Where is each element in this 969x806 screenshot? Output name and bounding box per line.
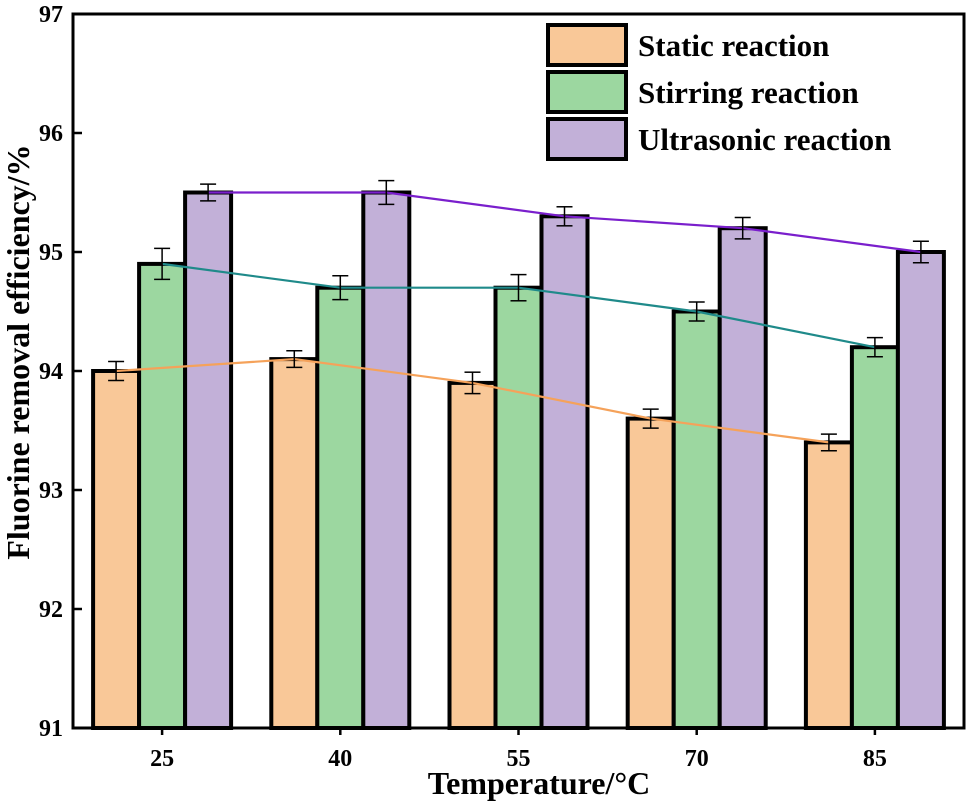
bar [315,285,366,730]
x-tick-label: 85 [863,746,887,772]
bar [671,309,722,730]
bar [625,416,676,730]
y-tick-label: 91 [39,716,63,742]
error-bar [108,360,125,382]
legend-item: Static reaction [546,23,829,67]
error-bar [464,371,481,395]
bar [717,226,768,730]
bar [137,261,188,730]
x-tick-label: 70 [685,746,709,772]
error-bar [332,275,349,301]
bar [91,369,142,730]
legend-label: Ultrasonic reaction [638,122,891,157]
error-bars-layer [108,179,929,452]
bar [183,190,234,730]
bar [895,250,946,730]
y-tick-label: 92 [39,597,63,623]
y-tick-label: 96 [39,121,63,147]
error-bar [820,433,837,452]
error-bar [378,179,395,206]
y-tick-label: 94 [39,359,63,385]
legend-label: Stirring reaction [638,75,859,110]
x-tick-label: 25 [150,746,174,772]
error-bar [286,350,303,369]
error-bar [688,301,705,322]
bar [803,440,854,730]
legend: Static reaction Stirring reaction Ultrason… [546,23,891,161]
error-bar [510,273,527,302]
bar [849,345,900,730]
y-tick-label: 97 [39,2,63,28]
x-axis-title: Temperature/°C [428,765,651,801]
bar [447,380,498,730]
bar [269,357,320,730]
legend-item: Ultrasonic reaction [546,117,891,161]
y-tick-label: 93 [39,478,63,504]
legend-swatch [546,70,628,114]
bar [493,285,544,730]
y-tick-label: 95 [39,240,63,266]
legend-swatch [546,117,628,161]
bar [361,190,412,730]
error-bar [734,216,751,240]
legend-label: Static reaction [638,28,829,63]
error-bar [912,240,929,264]
x-tick-label: 40 [328,746,352,772]
y-axis-title: Fluorine removal efficiency/% [0,144,36,559]
error-bar [642,408,659,429]
error-bar [154,247,171,281]
legend-item: Stirring reaction [546,70,859,114]
axes-layer: 91 92 93 94 95 96 97 25 40 55 70 85 [39,2,966,772]
x-tick-label: 55 [507,746,531,772]
legend-swatch [546,23,628,67]
error-bar [556,206,573,227]
error-bar [866,336,883,358]
error-bar [200,183,217,202]
